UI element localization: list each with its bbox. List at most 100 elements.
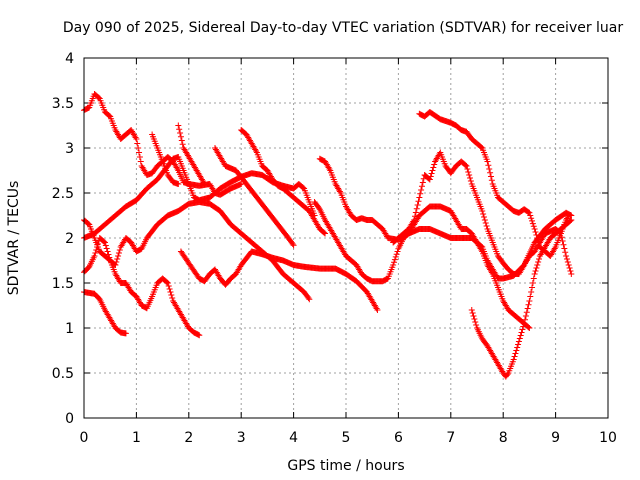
data-point [92, 250, 99, 256]
data-point [526, 298, 533, 304]
data-point [533, 265, 540, 271]
data-point [465, 169, 472, 175]
x-tick-label: 4 [289, 430, 298, 446]
series-9 [212, 145, 297, 249]
data-point [563, 253, 570, 259]
data-point [136, 149, 143, 156]
data-point [137, 158, 144, 165]
y-tick-label: 0.5 [52, 366, 74, 382]
data-point [471, 316, 478, 322]
data-point [115, 250, 122, 256]
data-point [526, 325, 533, 331]
data-point [559, 238, 566, 244]
data-point [166, 286, 173, 292]
data-point [517, 332, 524, 339]
data-point [520, 323, 527, 330]
data-point [112, 262, 119, 268]
data-point [426, 176, 433, 183]
data-point [167, 289, 174, 295]
series-13 [390, 149, 575, 277]
series-8 [238, 127, 329, 237]
data-point [566, 265, 573, 271]
y-tick-label: 2 [65, 231, 74, 247]
data-point [536, 256, 543, 262]
data-point [93, 247, 100, 253]
series-5 [149, 131, 182, 187]
data-point [176, 126, 183, 133]
data-point [488, 177, 495, 184]
data-point [534, 262, 541, 268]
data-point [562, 249, 569, 256]
series-2 [81, 289, 129, 337]
y-tick-label: 3 [65, 141, 74, 157]
data-point [289, 241, 296, 247]
data-point [563, 256, 570, 262]
data-point [522, 316, 529, 323]
data-point [392, 253, 399, 260]
data-point [416, 194, 423, 201]
data-point [391, 259, 398, 266]
data-point [103, 245, 110, 252]
data-point [102, 242, 109, 249]
y-tick-label: 3.5 [52, 96, 74, 112]
data-point [479, 208, 486, 214]
x-tick-label: 6 [394, 430, 403, 446]
data-point [321, 229, 328, 236]
data-point [94, 244, 101, 250]
chart-title: Day 090 of 2025, Sidereal Day-to-day VTE… [63, 20, 624, 36]
y-tick-label: 1 [65, 321, 74, 337]
data-point [567, 268, 574, 274]
data-point [178, 137, 185, 144]
y-tick-label: 0 [65, 411, 74, 427]
series-4 [81, 154, 318, 241]
data-point [487, 169, 494, 176]
data-point [512, 350, 519, 357]
y-tick-label: 1.5 [52, 276, 74, 292]
data-point [411, 213, 418, 220]
data-point [101, 238, 108, 245]
data-point [305, 295, 312, 301]
x-tick-label: 0 [80, 430, 89, 446]
data-point [114, 256, 121, 262]
data-point [177, 130, 184, 136]
data-point [466, 172, 473, 178]
data-point [530, 275, 537, 282]
series-6 [175, 122, 208, 187]
data-point [414, 202, 421, 208]
y-tick-labels: 0 0.5 1 1.5 2 2.5 3 3.5 4 [52, 51, 74, 427]
data-point [515, 341, 522, 348]
data-point [529, 217, 536, 224]
data-point [413, 205, 420, 212]
data-point [391, 256, 398, 263]
data-point [136, 154, 143, 160]
x-axis-title: GPS time / hours [287, 458, 404, 474]
data-point [177, 133, 184, 140]
data-point [565, 212, 572, 219]
data-point [163, 279, 170, 286]
data-point [525, 324, 532, 331]
data-point [485, 162, 492, 169]
data-point [473, 322, 480, 328]
data-point [427, 173, 434, 180]
series-7 [177, 248, 381, 313]
data-point [469, 310, 476, 316]
data-point [428, 170, 435, 177]
data-point [418, 183, 425, 190]
data-point [394, 248, 401, 255]
data-point [164, 280, 171, 286]
data-point [534, 235, 541, 241]
data-points [81, 91, 575, 380]
x-tick-labels: 0 1 2 3 4 5 6 7 8 9 10 [80, 430, 617, 446]
x-tick-label: 10 [599, 430, 617, 446]
data-point [168, 292, 175, 298]
data-point [415, 198, 422, 205]
data-point [518, 329, 525, 336]
data-point [464, 166, 471, 172]
data-point [122, 330, 129, 337]
x-tick-label: 7 [446, 430, 455, 446]
data-point [532, 229, 539, 235]
data-point [558, 234, 565, 241]
data-point [514, 344, 521, 351]
grid-lines [84, 58, 608, 418]
